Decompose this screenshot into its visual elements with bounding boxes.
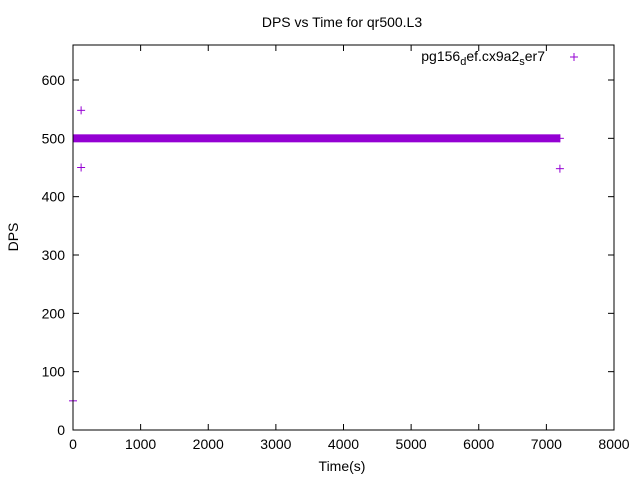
axis-layer: 0 1000 2000 3000 4000 5000 6000 7000 8000 0 100 200…	[42, 45, 630, 452]
y-tick-label: 300	[42, 247, 66, 263]
x-tick-label: 5000	[396, 436, 427, 452]
y-tick-label: 100	[42, 364, 66, 380]
y-tick-label: 200	[42, 305, 66, 321]
x-tick-label: 3000	[260, 436, 291, 452]
y-tick-label: 600	[42, 72, 66, 88]
legend-label-part: ef.cx9a2	[466, 48, 519, 64]
plot-frame	[72, 44, 615, 431]
legend: pg156def.cx9a2ser7	[421, 48, 578, 68]
x-axis-label: Time(s)	[319, 458, 366, 474]
legend-marker	[570, 53, 578, 61]
legend-label-part: er7	[525, 48, 545, 64]
data-band	[73, 134, 560, 143]
x-tick-label: 0	[69, 436, 77, 452]
y-axis-label: DPS	[5, 223, 21, 252]
legend-marker-symbol	[570, 53, 578, 61]
y-tick-label: 400	[42, 189, 66, 205]
data-point	[555, 134, 564, 143]
data-point	[77, 163, 86, 172]
x-tick-label: 4000	[328, 436, 359, 452]
legend-label-subscript: d	[460, 56, 466, 68]
data-marks	[69, 106, 564, 405]
y-tick-label: 500	[42, 130, 66, 146]
y-tick-label: 0	[57, 422, 65, 438]
legend-label-subscript: s	[519, 56, 525, 68]
data-point	[77, 106, 86, 115]
data-point	[555, 164, 564, 173]
legend-label-part: pg156	[421, 48, 460, 64]
x-tick-label: 2000	[193, 436, 224, 452]
x-tick-label: 1000	[125, 436, 156, 452]
chart-title: DPS vs Time for qr500.L3	[262, 14, 423, 30]
x-tick-label: 7000	[531, 436, 562, 452]
legend-label: pg156def.cx9a2ser7	[421, 48, 545, 68]
x-tick-label: 8000	[598, 436, 629, 452]
x-tick-label: 6000	[463, 436, 494, 452]
